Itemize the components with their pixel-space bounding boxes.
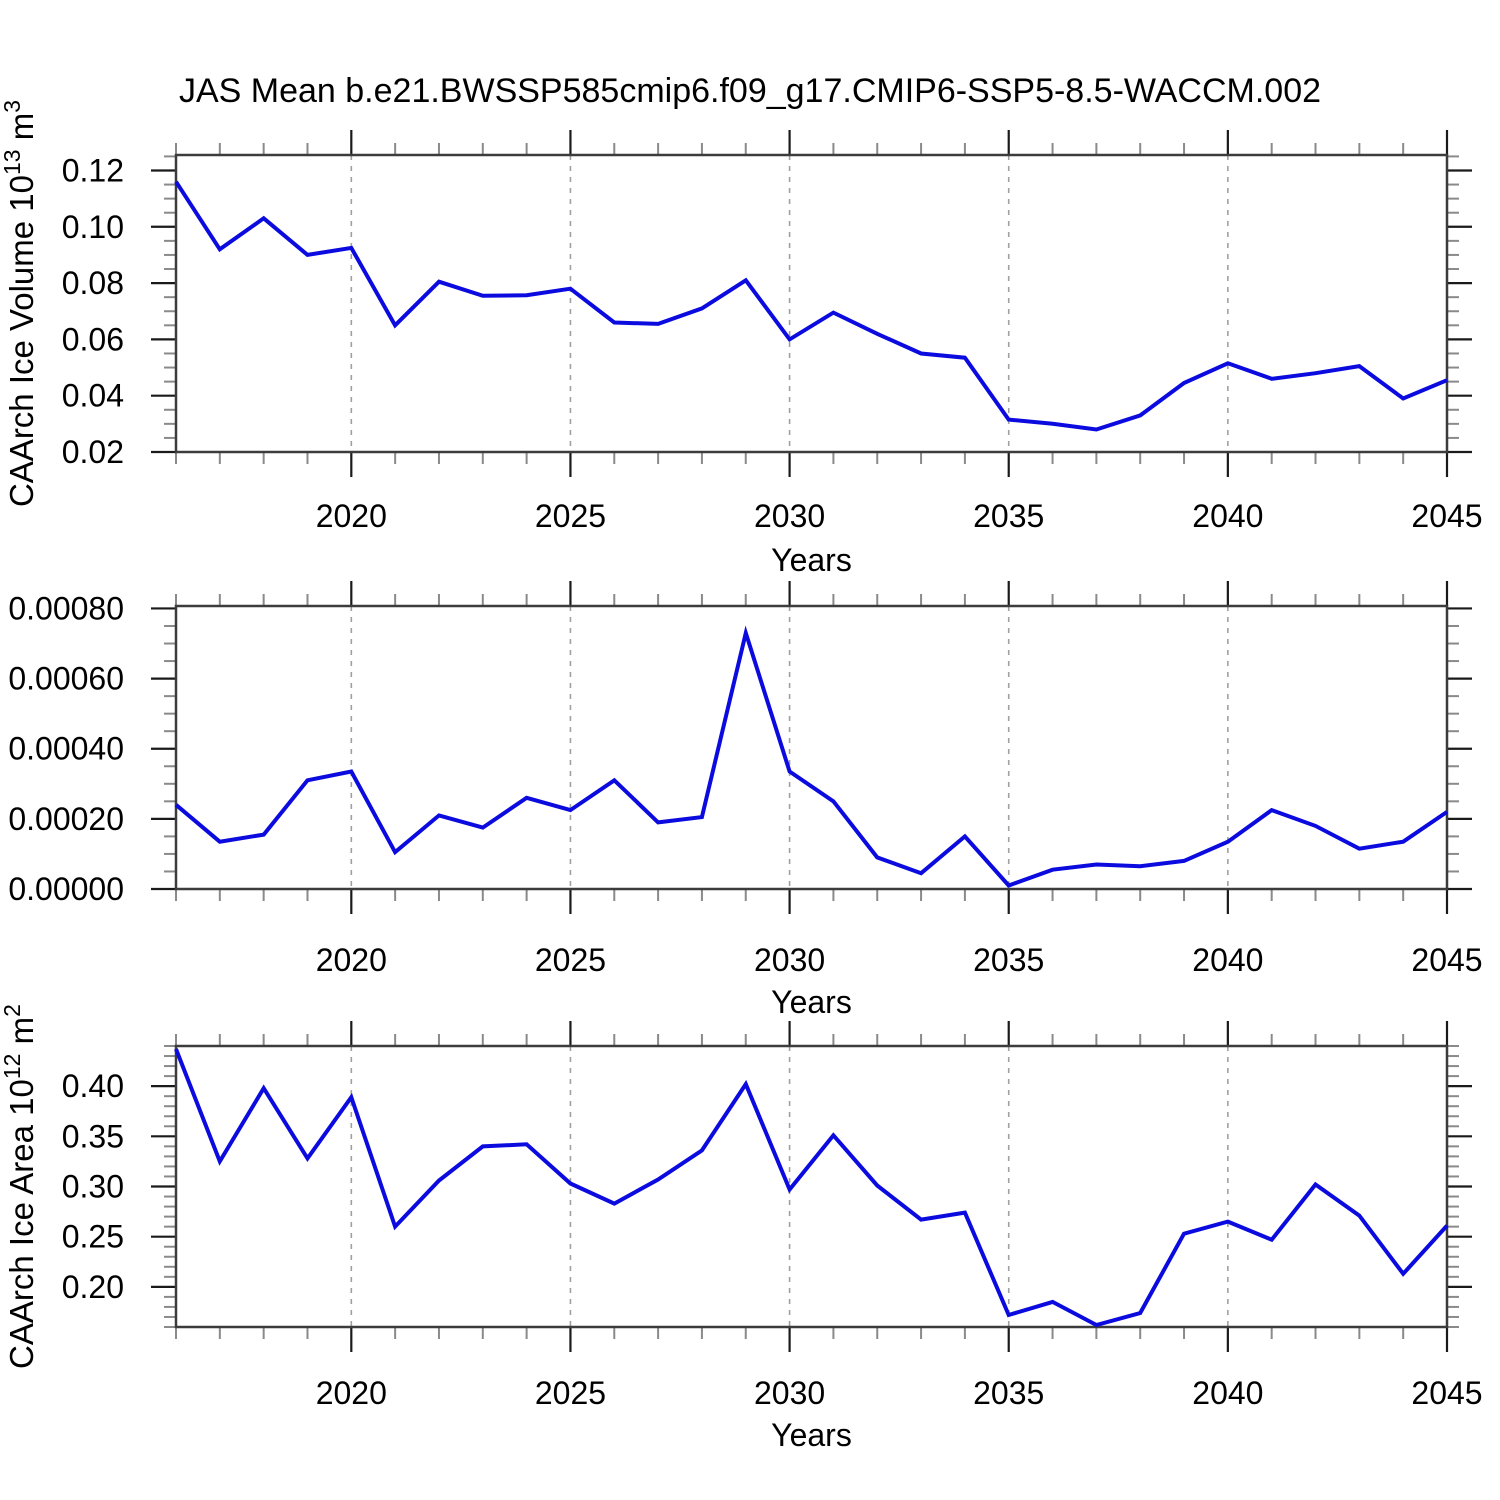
y-axis-title: CAArch Ice Area 1012 m2 xyxy=(0,1004,40,1369)
plot-frame xyxy=(174,604,1449,891)
y-tick-label: 0.40 xyxy=(62,1068,124,1104)
y-tick-label: 0.00080 xyxy=(8,590,124,626)
x-tick-label: 2025 xyxy=(535,498,606,534)
x-tick-label: 2020 xyxy=(316,942,387,978)
x-tick-label: 2020 xyxy=(316,498,387,534)
ice-area-chart: 0.20 0.25 0.30 0.35 0.40 2020 2025 2030 2035 2040… xyxy=(0,1004,1483,1453)
ice-volume-chart: 0.02 0.04 0.06 0.08 0.10 0.12 2020 2025 2030 2035… xyxy=(0,100,1483,578)
plot-frame xyxy=(174,153,1449,454)
x-tick-label: 2035 xyxy=(973,498,1044,534)
data-line xyxy=(174,625,1449,888)
y-axis-title: CAArch Ice Volume 1013 m3 xyxy=(0,100,40,507)
y-tick-label: 0.02 xyxy=(62,434,124,470)
y-tick-label: 0.25 xyxy=(62,1219,124,1255)
x-tick-label: 2020 xyxy=(316,1375,387,1411)
x-axis-title: Years xyxy=(771,542,852,578)
y-tick-label: 0.00040 xyxy=(8,731,124,767)
middle-chart: 0.00000 0.00020 0.00040 0.00060 0.00080 2020 2… xyxy=(8,581,1483,1020)
y-tick-label: 0.10 xyxy=(62,209,124,245)
x-tick-label: 2040 xyxy=(1192,942,1263,978)
x-tick-label: 2025 xyxy=(535,942,606,978)
y-tick-label: 0.35 xyxy=(62,1118,124,1154)
x-tick-label: 2030 xyxy=(754,1375,825,1411)
x-tick-label: 2040 xyxy=(1192,498,1263,534)
x-tick-label: 2025 xyxy=(535,1375,606,1411)
y-tick-label: 0.00020 xyxy=(8,801,124,837)
y-tick-label: 0.00000 xyxy=(8,871,124,907)
y-tick-label: 0.30 xyxy=(62,1169,124,1205)
x-tick-label: 2040 xyxy=(1192,1375,1263,1411)
x-axis-title: Years xyxy=(771,984,852,1020)
data-line xyxy=(174,1048,1449,1328)
x-tick-label: 2045 xyxy=(1411,942,1482,978)
y-tick-label: 0.12 xyxy=(62,152,124,188)
y-tick-label: 0.06 xyxy=(62,321,124,357)
x-axis-title: Years xyxy=(771,1417,852,1453)
y-tick-label: 0.08 xyxy=(62,265,124,301)
plot-frame xyxy=(174,1044,1449,1329)
y-tick-label: 0.00060 xyxy=(8,661,124,697)
figure-title: JAS Mean b.e21.BWSSP585cmip6.f09_g17.CMI… xyxy=(178,72,1322,110)
x-tick-label: 2045 xyxy=(1411,1375,1482,1411)
data-line xyxy=(174,180,1448,432)
x-tick-label: 2045 xyxy=(1411,498,1482,534)
y-tick-label: 0.04 xyxy=(62,378,124,414)
x-tick-label: 2030 xyxy=(754,498,825,534)
x-tick-label: 2030 xyxy=(754,942,825,978)
y-tick-label: 0.20 xyxy=(62,1269,124,1305)
x-tick-label: 2035 xyxy=(973,1375,1044,1411)
x-tick-label: 2035 xyxy=(973,942,1044,978)
